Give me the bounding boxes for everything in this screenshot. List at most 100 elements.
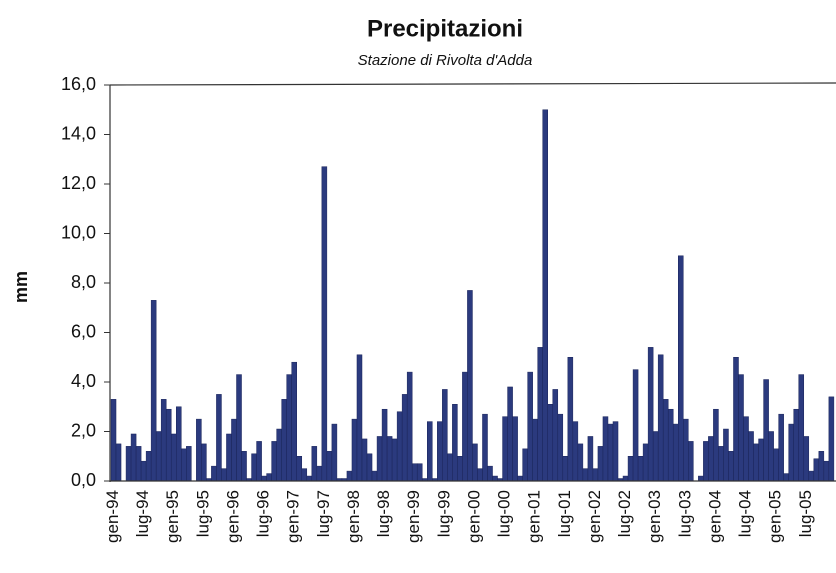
bar <box>748 431 754 482</box>
bar <box>216 394 222 482</box>
bar <box>828 396 835 482</box>
chart-title: Precipitazioni <box>367 15 523 42</box>
bar <box>457 456 463 482</box>
bar <box>512 416 518 482</box>
bar <box>140 460 147 482</box>
bar <box>311 446 318 482</box>
x-tick-label: lug-96 <box>254 490 273 537</box>
x-tick-label: gen-04 <box>705 490 724 543</box>
bar <box>145 451 152 482</box>
bar <box>592 468 599 482</box>
bar <box>231 418 237 482</box>
plot-frame-top <box>109 82 836 86</box>
bar <box>672 423 679 482</box>
bar <box>125 446 132 482</box>
bar <box>582 468 589 482</box>
bar <box>818 451 825 482</box>
bar <box>683 418 689 482</box>
bar <box>301 468 308 482</box>
bar <box>487 465 493 482</box>
x-tick-label: gen-05 <box>766 490 785 543</box>
x-tick-label: gen-03 <box>645 490 664 543</box>
bar <box>281 399 287 482</box>
bar <box>502 416 508 482</box>
bar <box>130 433 137 482</box>
bar <box>291 361 297 482</box>
bar <box>271 441 277 482</box>
bar <box>713 408 719 482</box>
bar <box>567 357 574 482</box>
bar <box>753 443 759 482</box>
x-tick-label: lug-03 <box>675 490 694 537</box>
bar <box>110 399 117 482</box>
bar <box>552 389 559 482</box>
bar <box>427 421 433 482</box>
bar <box>813 458 820 482</box>
bar <box>783 473 789 482</box>
bar <box>376 436 383 482</box>
bar <box>637 456 644 482</box>
x-tick-label: lug-99 <box>434 490 453 537</box>
y-tick-label: 6,0 <box>71 321 96 341</box>
bar <box>778 413 784 482</box>
bar <box>557 413 564 482</box>
bar <box>416 463 423 482</box>
bar <box>371 470 378 482</box>
bar <box>607 423 614 482</box>
y-tick-label: 0,0 <box>71 470 96 490</box>
bar <box>763 379 769 482</box>
bar <box>612 421 619 482</box>
y-tick-label: 2,0 <box>71 420 96 440</box>
x-tick-label: lug-94 <box>133 490 152 537</box>
bar <box>632 369 639 482</box>
bar <box>196 418 202 482</box>
bar <box>507 386 513 482</box>
bar <box>331 423 338 482</box>
y-tick-label: 12,0 <box>61 173 96 193</box>
bar <box>823 460 830 482</box>
bar <box>667 408 674 482</box>
bar <box>356 354 363 482</box>
x-tick-label: lug-04 <box>736 490 755 537</box>
bar <box>688 441 694 482</box>
bar <box>326 451 333 482</box>
bar <box>437 421 443 482</box>
y-tick-label: 14,0 <box>61 123 96 143</box>
bar <box>452 404 458 482</box>
x-tick-label: gen-96 <box>223 490 242 543</box>
bar <box>221 468 227 482</box>
bar <box>467 290 473 482</box>
bar <box>366 453 373 482</box>
bar <box>150 300 157 482</box>
x-tick-label: lug-01 <box>555 490 574 537</box>
x-tick-label: gen-94 <box>103 490 122 543</box>
chart-subtitle: Stazione di Rivolta d'Adda <box>358 52 533 69</box>
bar <box>522 448 528 482</box>
x-tick-label: lug-95 <box>193 490 212 537</box>
bar <box>201 443 207 482</box>
bar <box>406 371 413 482</box>
x-tick-label: gen-97 <box>284 490 303 543</box>
bar <box>226 433 232 482</box>
bar <box>381 408 388 482</box>
x-tick-label: lug-97 <box>314 490 333 537</box>
bar <box>562 456 569 482</box>
bar <box>160 399 167 482</box>
bar <box>346 470 353 482</box>
bar <box>532 418 538 482</box>
bar <box>276 428 282 482</box>
bar <box>176 406 182 482</box>
x-tick-label: lug-00 <box>495 490 514 537</box>
bar <box>768 431 774 482</box>
bar <box>793 408 799 482</box>
bar <box>527 371 533 482</box>
bar <box>652 431 659 482</box>
bar <box>256 441 262 482</box>
bar <box>678 255 684 482</box>
bar <box>351 418 358 482</box>
bar <box>808 470 815 482</box>
bar <box>170 433 177 482</box>
x-tick-label: gen-95 <box>163 490 182 543</box>
x-tick-label: gen-02 <box>585 490 604 543</box>
